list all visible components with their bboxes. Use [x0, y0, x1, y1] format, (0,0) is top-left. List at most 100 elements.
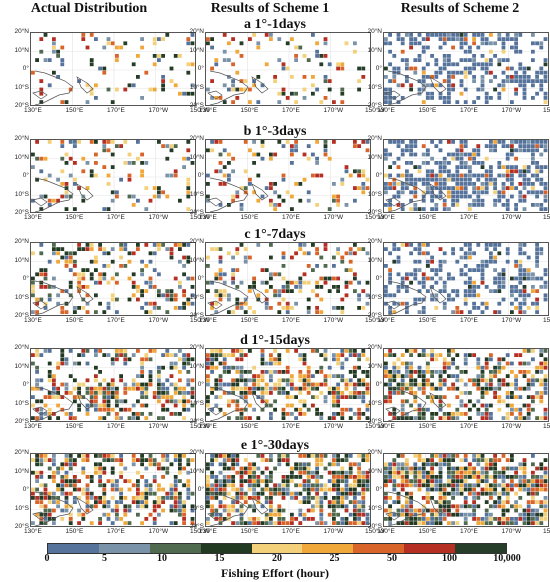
lat-label: 0°	[375, 486, 382, 493]
lon-label: 150°W	[543, 214, 550, 221]
lat-label: 20°N	[367, 344, 382, 351]
lat-label: 20°S	[367, 418, 382, 425]
lon-label: 150°E	[240, 107, 259, 114]
coastline	[32, 280, 94, 315]
lon-label: 170°E	[460, 214, 478, 221]
map-panel	[30, 348, 196, 422]
lon-label: 130°E	[377, 423, 395, 430]
lat-label: 20°S	[367, 102, 382, 109]
lon-label: 150°W	[365, 317, 385, 324]
lon-label: 170°E	[460, 107, 478, 114]
colorbar-segment	[302, 544, 354, 553]
coastline	[385, 177, 447, 212]
lat-label: 10°N	[14, 256, 29, 264]
lon-label: 150°W	[543, 528, 550, 535]
lon-label: 150°E	[418, 528, 437, 535]
lon-label: 130°E	[199, 528, 217, 535]
coastline	[32, 70, 94, 105]
colorbar-tick-label: 25	[329, 553, 340, 564]
lat-label: 10°N	[189, 256, 204, 264]
lat-label: 20°N	[14, 449, 29, 456]
lon-label: 130°E	[377, 107, 395, 114]
lat-label: 10°S	[367, 293, 382, 301]
row-title-b: b 1°-3days	[243, 124, 307, 139]
colorbar-segment	[404, 544, 456, 553]
lon-label: 170°W	[148, 423, 169, 430]
coastline	[385, 491, 447, 526]
lon-label: 130°E	[24, 214, 42, 221]
lon-label: 170°E	[107, 528, 125, 535]
lat-label: 0°	[22, 65, 29, 72]
fishing-effort-map	[206, 454, 370, 526]
lat-label: 20°S	[189, 102, 204, 109]
lat-label: 0°	[375, 275, 382, 282]
coastline	[385, 386, 447, 421]
lon-label: 170°W	[148, 214, 169, 221]
lon-label: 170°W	[148, 107, 169, 114]
lon-label: 170°E	[282, 423, 300, 430]
fishing-effort-map	[31, 454, 195, 526]
map-panel	[383, 32, 549, 106]
colorbar-segment	[149, 544, 201, 553]
lon-label: 170°E	[107, 423, 125, 430]
lon-label: 150°E	[65, 423, 84, 430]
row-title-e: e 1°-30days	[240, 438, 310, 453]
colorbar-tick-label: 0	[44, 553, 50, 564]
colorbar-segment	[98, 544, 150, 553]
lat-label: 10°N	[189, 362, 204, 370]
lat-label: 0°	[197, 275, 204, 282]
lon-label: 150°E	[240, 423, 259, 430]
lon-label: 150°W	[543, 317, 550, 324]
lat-label: 10°N	[367, 256, 382, 264]
fishing-effort-map	[206, 243, 370, 315]
lat-label: 10°N	[189, 467, 204, 475]
lon-label: 170°W	[323, 107, 344, 114]
lon-label: 150°W	[190, 107, 210, 114]
lon-label: 150°E	[65, 214, 84, 221]
lon-label: 150°W	[543, 423, 550, 430]
lat-label: 0°	[197, 172, 204, 179]
column-title-scheme-1: Results of Scheme 1	[210, 1, 330, 16]
lon-label: 150°W	[543, 107, 550, 114]
lat-label: 20°N	[189, 238, 204, 245]
lat-label: 20°S	[367, 312, 382, 319]
lon-label: 130°E	[377, 528, 395, 535]
lat-label: 20°N	[189, 28, 204, 35]
row-title-c: c 1°-7days	[244, 227, 306, 242]
coastline	[207, 280, 269, 315]
lat-label: 10°S	[14, 83, 29, 91]
lon-label: 170°W	[323, 317, 344, 324]
lon-label: 150°W	[190, 317, 210, 324]
fishing-effort-map	[31, 140, 195, 212]
lon-label: 150°E	[65, 528, 84, 535]
colorbar-tick-label: 10	[157, 553, 167, 564]
coastline	[385, 280, 447, 315]
column-title-scheme-2: Results of Scheme 2	[400, 1, 520, 16]
lat-label: 10°S	[14, 399, 29, 407]
lon-label: 150°E	[240, 317, 259, 324]
lon-label: 150°E	[418, 423, 437, 430]
lon-label: 170°E	[460, 317, 478, 324]
fishing-effort-map	[384, 349, 548, 421]
lon-label: 150°E	[240, 214, 259, 221]
lat-label: 10°S	[189, 293, 204, 301]
colorbar-tick-label: 5	[102, 553, 107, 564]
lon-label: 150°W	[365, 528, 385, 535]
lon-label: 130°E	[199, 423, 217, 430]
lon-label: 170°E	[282, 214, 300, 221]
colorbar	[47, 543, 507, 554]
lat-label: 20°N	[367, 135, 382, 142]
lat-label: 20°N	[367, 238, 382, 245]
coastline	[207, 70, 269, 105]
lon-label: 170°W	[501, 528, 522, 535]
lat-label: 10°N	[14, 467, 29, 475]
lon-label: 150°E	[418, 107, 437, 114]
map-panel	[383, 348, 549, 422]
colorbar-tick-label: 15	[214, 553, 225, 564]
map-panel	[383, 242, 549, 316]
coastline	[385, 70, 447, 105]
map-panel	[383, 453, 549, 527]
colorbar-tick-label: 100	[442, 553, 457, 564]
lat-label: 10°S	[367, 83, 382, 91]
coastline	[32, 491, 94, 526]
